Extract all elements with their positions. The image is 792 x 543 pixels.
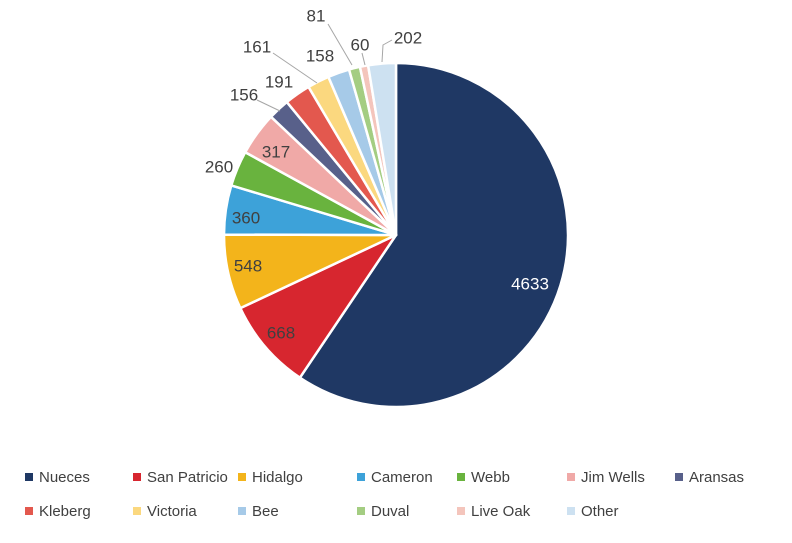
legend-marker-san-patricio	[133, 473, 141, 481]
legend-marker-webb	[457, 473, 465, 481]
legend-item-cameron: Cameron	[357, 466, 457, 488]
data-label-hidalgo: 548	[234, 257, 262, 276]
data-label-duval: 81	[307, 7, 326, 26]
legend-item-webb: Webb	[457, 466, 567, 488]
data-label-san-patricio: 668	[267, 324, 295, 343]
legend-label: Jim Wells	[581, 468, 645, 486]
legend-item-kleberg: Kleberg	[25, 500, 133, 522]
legend-item-duval: Duval	[357, 500, 457, 522]
legend-item-nueces: Nueces	[25, 466, 133, 488]
data-label-cameron: 360	[232, 209, 260, 228]
legend-marker-aransas	[675, 473, 683, 481]
legend-label: San Patricio	[147, 468, 228, 486]
legend-marker-hidalgo	[238, 473, 246, 481]
legend-label: Webb	[471, 468, 510, 486]
leader-line-victoria	[272, 52, 318, 84]
data-label-nueces: 4633	[511, 275, 549, 294]
legend-item-aransas: Aransas	[675, 466, 744, 488]
chart-legend: Nueces San Patricio Hidalgo Cameron Webb Jim …	[25, 466, 744, 522]
legend-label: Victoria	[147, 502, 197, 520]
leader-line-aransas	[256, 99, 281, 112]
legend-item-live-oak: Live Oak	[457, 500, 567, 522]
legend-item-victoria: Victoria	[133, 500, 238, 522]
data-label-aransas: 156	[230, 86, 258, 105]
data-label-other: 202	[394, 29, 422, 48]
legend-label: Live Oak	[471, 502, 531, 520]
legend-marker-nueces	[25, 473, 33, 481]
legend-label: Duval	[371, 502, 410, 520]
legend-label: Hidalgo	[252, 468, 303, 486]
pie-slice-other	[366, 61, 398, 237]
data-label-live-oak: 60	[351, 36, 370, 55]
data-label-victoria: 161	[243, 38, 271, 57]
legend-label: Cameron	[371, 468, 433, 486]
data-label-bee: 158	[306, 47, 334, 66]
legend-marker-cameron	[357, 473, 365, 481]
legend-label: Bee	[252, 502, 279, 520]
pie-slice-nueces	[298, 61, 570, 409]
legend-marker-victoria	[133, 507, 141, 515]
pie-slice-san-patricio	[239, 233, 398, 379]
data-label-kleberg: 191	[265, 73, 293, 92]
legend-label: Kleberg	[39, 502, 91, 520]
legend-marker-live-oak	[457, 507, 465, 515]
legend-marker-other	[567, 507, 575, 515]
pie-chart-container: 4633 668 548 360 260 317 156 191 161 158 81 60 202	[205, 7, 570, 409]
legend-item-san-patricio: San Patricio	[133, 466, 238, 488]
leader-line-live-oak	[361, 52, 366, 66]
legend-marker-bee	[238, 507, 246, 515]
pie-chart: 4633 668 548 360 260 317 156 191 161 158 81 60 202	[205, 7, 570, 409]
legend-label: Aransas	[689, 468, 745, 486]
data-label-jim-wells: 317	[262, 143, 290, 162]
leader-line-other	[381, 39, 393, 63]
legend-item-bee: Bee	[238, 500, 357, 522]
legend-marker-jim-wells	[567, 473, 575, 481]
legend-label: Nueces	[39, 468, 90, 486]
legend-marker-kleberg	[25, 507, 33, 515]
legend-item-hidalgo: Hidalgo	[238, 466, 357, 488]
data-label-webb: 260	[205, 158, 233, 177]
leader-line-duval	[327, 23, 353, 66]
legend-marker-duval	[357, 507, 365, 515]
legend-item-other: Other	[567, 500, 675, 522]
legend-item-jim-wells: Jim Wells	[567, 466, 675, 488]
legend-label: Other	[581, 502, 619, 520]
